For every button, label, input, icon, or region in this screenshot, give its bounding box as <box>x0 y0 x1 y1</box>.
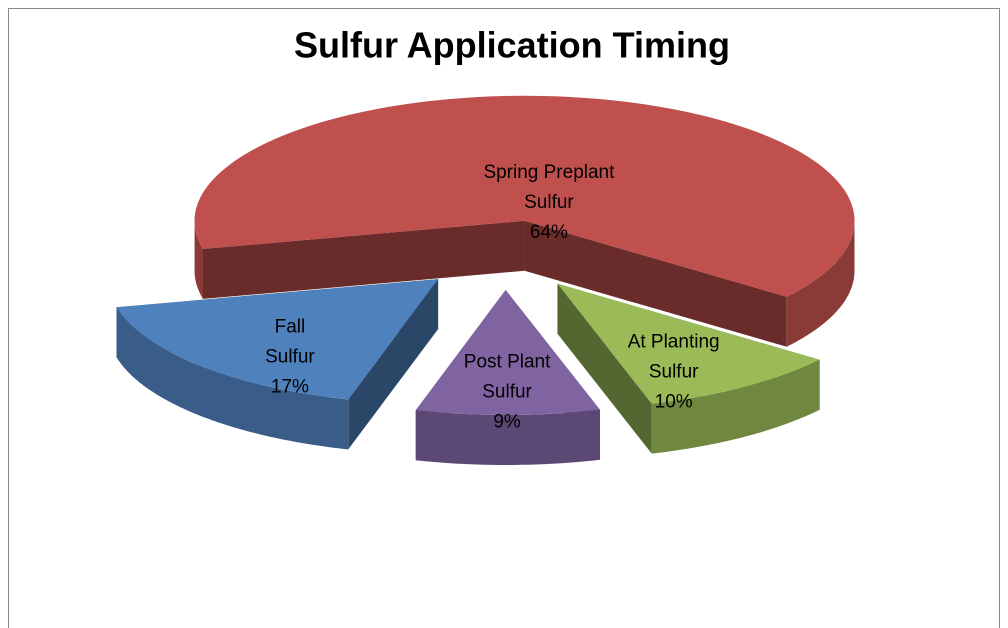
slice-value-label: 10% <box>655 392 693 413</box>
slice-side <box>651 359 820 454</box>
slice-side <box>415 409 600 465</box>
slice-wall <box>202 220 525 299</box>
slice <box>415 289 600 465</box>
slice-side <box>786 218 855 347</box>
slice-side <box>116 307 349 450</box>
slice-value-label: 17% <box>271 377 309 398</box>
slice-wall <box>524 220 787 347</box>
slice-top <box>116 279 439 400</box>
slice-label-line: Sulfur <box>265 347 315 368</box>
slice-label-line: Sulfur <box>482 382 532 403</box>
slice-label: Fall Sulfur <box>265 317 315 368</box>
slice-label-line: Fall <box>275 317 306 338</box>
slice-side <box>194 219 203 299</box>
slice-label-line: At Planting <box>628 332 720 353</box>
slice <box>116 279 439 450</box>
slice-label-line: Sulfur <box>649 362 699 383</box>
slice-label-line: Spring Preplant <box>483 162 615 183</box>
slice-label-line: Sulfur <box>524 192 574 213</box>
slice-label: Post Plant Sulfur <box>464 352 551 403</box>
slice-label: Spring Preplant Sulfur <box>483 162 615 213</box>
chart-title: Sulfur Application Timing <box>294 25 730 66</box>
slice-value-label: 9% <box>493 412 521 433</box>
slice-top <box>415 289 600 415</box>
slice-value-label: 64% <box>530 222 568 243</box>
slice-label-line: Post Plant <box>464 352 551 373</box>
slice <box>194 95 855 347</box>
slice-label: At Planting Sulfur <box>628 332 720 383</box>
slice <box>557 283 820 454</box>
slice-top <box>194 95 855 297</box>
slice-top <box>557 283 820 404</box>
slice-wall <box>557 283 652 454</box>
